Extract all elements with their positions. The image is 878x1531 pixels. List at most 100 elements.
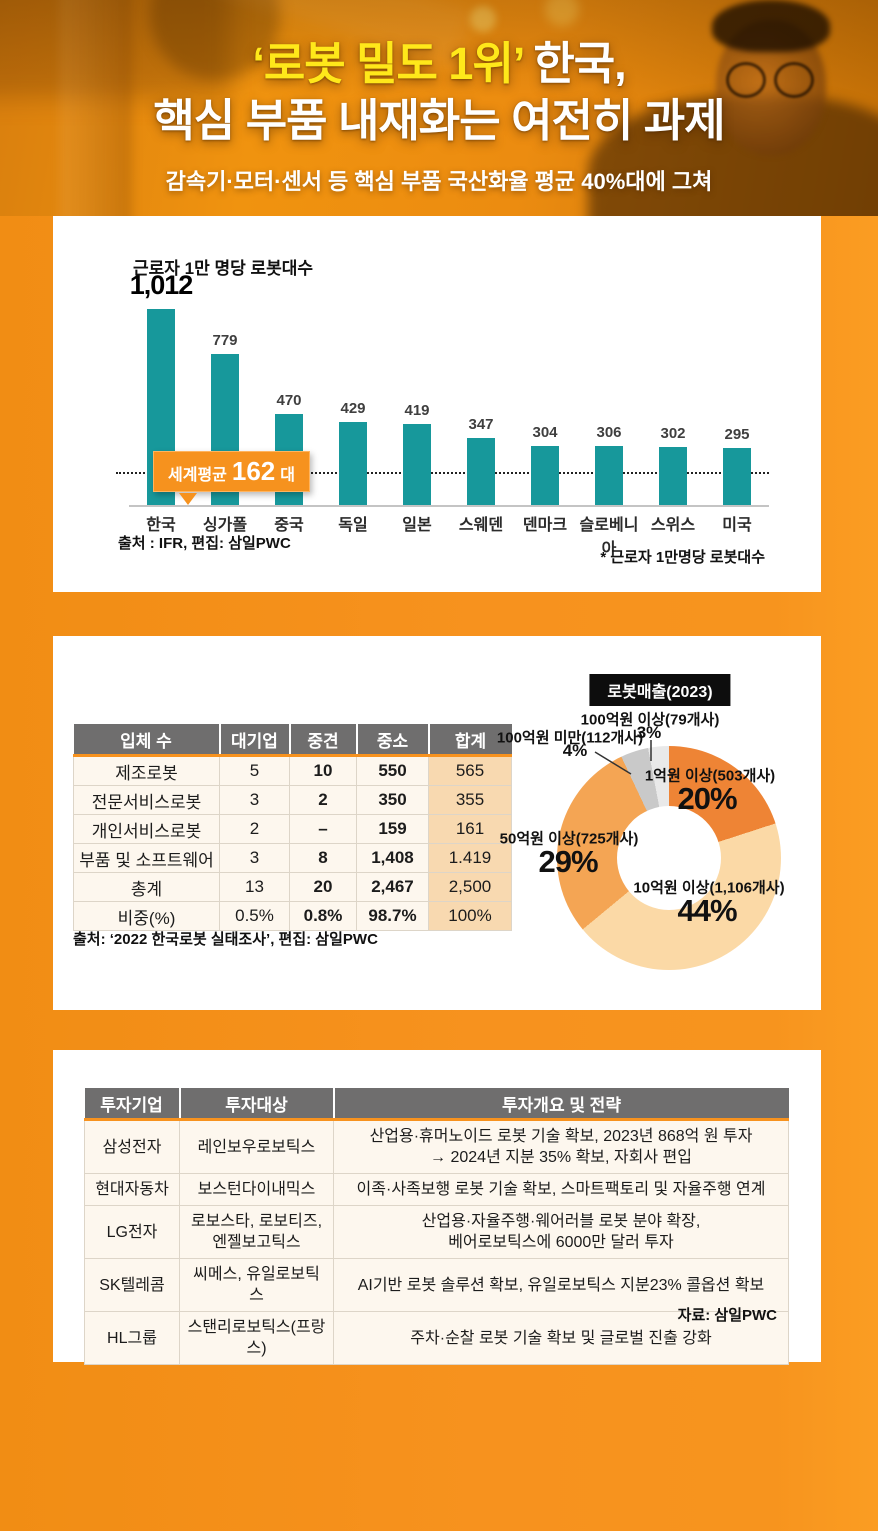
table-header-row: 입체 수 대기업 중견 중소 합계 bbox=[73, 724, 512, 757]
world-average-suffix: 대 bbox=[280, 466, 296, 484]
bar-value-label: 306 bbox=[596, 424, 622, 441]
bar-chart-source: 출처 : IFR, 편집: 삼일PWC bbox=[118, 535, 291, 552]
bar-category-label: 한국 bbox=[146, 517, 176, 534]
table-row: SK텔레콤 씨메스, 유일로보틱스 AI기반 로봇 솔루션 확보, 유일로보틱스 지… bbox=[84, 1258, 789, 1312]
table-cell: 355 bbox=[428, 785, 512, 815]
bar-column: 419 bbox=[385, 402, 449, 505]
table-cell: 10 bbox=[289, 755, 357, 786]
donut-slice-percent: 44% bbox=[677, 893, 737, 928]
bar-value-label: 470 bbox=[276, 392, 302, 409]
table-row: 제조로봇 5 10 550 565 bbox=[73, 755, 512, 786]
table-cell: 1,408 bbox=[356, 843, 429, 873]
bar-column: 302 bbox=[641, 425, 705, 505]
table-body: 제조로봇 5 10 550 565 전문서비스로봇 3 2 350 355 개인서비스로봇 2–159… bbox=[73, 755, 512, 931]
bar-category-label: 스위스 bbox=[650, 517, 696, 534]
column-header: 대기업 bbox=[219, 724, 291, 757]
donut-slice-label: 100억원 이상(79개사) bbox=[580, 711, 720, 729]
bar-category-label: 중국 bbox=[274, 517, 304, 534]
column-header: 입체 수 bbox=[73, 724, 221, 757]
table-row: HL그룹 스탠리로보틱스(프랑스) 주차·순찰 로봇 기술 확보 및 글로벌 진출 … bbox=[84, 1311, 789, 1365]
donut-slice-percent: 3% bbox=[636, 723, 662, 742]
donut-slice-label: 10억원 이상(1,106개사) bbox=[633, 879, 785, 897]
table-cell: HL그룹 bbox=[84, 1311, 180, 1365]
bar-chart-title: 근로자 1만 명당 로봇대수 bbox=[133, 259, 314, 278]
table-row: 개인서비스로봇 2–159 161 bbox=[73, 814, 512, 844]
bar-value-label: 1,012 bbox=[129, 270, 194, 300]
table-cell: 개인서비스로봇 bbox=[73, 814, 220, 844]
column-header: 중견 bbox=[289, 724, 358, 757]
table-cell: 20 bbox=[289, 872, 357, 902]
column-header: 투자대상 bbox=[179, 1088, 335, 1121]
bar-chart-footnote: * 근로자 1만명당 로봇대수 bbox=[600, 549, 765, 566]
donut-leader-lines bbox=[594, 740, 652, 775]
world-average-pointer-icon bbox=[179, 492, 197, 505]
table-cell: 삼성전자 bbox=[84, 1119, 180, 1174]
bar-chart-x-labels: 한국 싱가폴 중국 독일 일본 스웨덴 덴마크 슬로베니아 스위스 미국 bbox=[129, 511, 769, 559]
table-cell: 1.419 bbox=[428, 843, 512, 873]
bar-column: 304 bbox=[513, 424, 577, 505]
table-cell: 산업용·휴머노이드 로봇 기술 확보, 2023년 868억 원 투자 → 20… bbox=[333, 1119, 789, 1174]
page-subtitle: 감속기·모터·센서 등 핵심 부품 국산화율 평균 40%대에 그쳐 bbox=[165, 169, 713, 195]
table-header-row: 투자기업 투자대상 투자개요 및 전략 bbox=[84, 1088, 789, 1121]
table-cell: 5 bbox=[219, 755, 290, 786]
donut-slice-label: 50억원 이상(725개사) bbox=[499, 830, 639, 848]
bar-column: 306 bbox=[577, 424, 641, 505]
table-cell: 씨메스, 유일로보틱스 bbox=[179, 1258, 334, 1312]
robot-companies-card: 입체 수 대기업 중견 중소 합계 제조로봇 5 10 550 565 전문서비스로봇 3 2 350 35… bbox=[53, 636, 821, 1010]
donut-slice-percent: 29% bbox=[538, 844, 598, 879]
table-cell: 2 bbox=[289, 785, 357, 815]
bar-value-label: 429 bbox=[340, 400, 366, 417]
robot-density-card: 근로자 1만 명당 로봇대수 세계평균 162 대 1,012 779 470 429… bbox=[53, 216, 821, 592]
bar bbox=[595, 446, 623, 505]
table-row: 부품 및 소프트웨어 3 8 1,408 1.419 bbox=[73, 843, 512, 873]
title-highlight: ‘로봇 밀도 1위’ bbox=[252, 38, 524, 89]
table-head: 입체 수 대기업 중견 중소 합계 bbox=[73, 724, 512, 757]
donut-title-badge: 로봇매출(2023) bbox=[589, 674, 731, 706]
table-cell: 3 bbox=[219, 843, 290, 873]
table-cell: 0.8% bbox=[289, 901, 357, 931]
bar bbox=[467, 438, 495, 505]
bar bbox=[531, 446, 559, 505]
table-cell: 로보스타, 로보티즈, 엔젤보고틱스 bbox=[179, 1205, 334, 1259]
table-cell: 98.7% bbox=[356, 901, 429, 931]
bokeh-light-2 bbox=[545, 0, 579, 26]
table-cell: 제조로봇 bbox=[73, 755, 220, 786]
table-cell: SK텔레콤 bbox=[84, 1258, 180, 1312]
table-row: LG전자 로보스타, 로보티즈, 엔젤보고틱스 산업용·자율주행·웨어러블 로봇 분… bbox=[84, 1205, 789, 1259]
robot-sales-donut-area: 로봇매출(2023) 1억원 이상(503개사) 20% 10억원 이상(1,106… bbox=[493, 666, 821, 1010]
table-cell: 이족·사족보행 로봇 기술 확보, 스마트팩토리 및 자율주행 연계 bbox=[333, 1173, 789, 1206]
bar-column: 429 bbox=[321, 400, 385, 505]
table-row: 총계 13 20 2,467 2,500 bbox=[73, 872, 512, 902]
table-cell: 보스턴다이내믹스 bbox=[179, 1173, 334, 1206]
page-title-line2: 핵심 부품 내재화는 여전히 과제 bbox=[153, 94, 725, 146]
company-count-table: 입체 수 대기업 중견 중소 합계 제조로봇 5 10 550 565 전문서비스로봇 3 2 350 35… bbox=[73, 724, 512, 931]
table-cell: 8 bbox=[289, 843, 357, 873]
table-cell: AI기반 로봇 솔루션 확보, 유일로보틱스 지분23% 콜옵션 확보 bbox=[333, 1258, 789, 1312]
table-cell: 현대자동차 bbox=[84, 1173, 180, 1206]
table-head: 투자기업 투자대상 투자개요 및 전략 bbox=[84, 1088, 789, 1121]
bar-value-label: 779 bbox=[212, 332, 238, 349]
bar-value-label: 347 bbox=[468, 416, 494, 433]
table-cell: 부품 및 소프트웨어 bbox=[73, 843, 220, 873]
investment-table-source: 자료: 삼일PWC bbox=[677, 1307, 777, 1324]
world-average-value: 162 bbox=[231, 455, 276, 486]
bar-value-label: 302 bbox=[660, 425, 686, 442]
title-rest: 한국, bbox=[523, 38, 626, 89]
table-cell: 100% bbox=[428, 901, 512, 931]
world-average-dotted-line bbox=[116, 471, 769, 474]
table-cell: 주차·순찰 로봇 기술 확보 및 글로벌 진출 강화 bbox=[333, 1311, 789, 1365]
bar-value-label: 419 bbox=[404, 402, 430, 419]
bar-column: 347 bbox=[449, 416, 513, 505]
bar-category-label: 일본 bbox=[402, 517, 432, 534]
table-cell: 13 bbox=[219, 872, 290, 902]
table-cell: 2,467 bbox=[356, 872, 429, 902]
bokeh-light-1 bbox=[470, 6, 496, 32]
donut-slice-label: 100억원 미만(112개사) bbox=[496, 729, 644, 747]
column-header: 투자개요 및 전략 bbox=[333, 1088, 789, 1121]
bar bbox=[339, 422, 367, 505]
bar-chart-plot: 세계평균 162 대 1,012 779 470 429 419 347 304 306 302… bbox=[116, 270, 769, 507]
bar-value-label: 304 bbox=[532, 424, 558, 441]
table-cell: 161 bbox=[428, 814, 512, 844]
bar bbox=[723, 448, 751, 505]
bar-category-label: 덴마크 bbox=[522, 517, 568, 534]
